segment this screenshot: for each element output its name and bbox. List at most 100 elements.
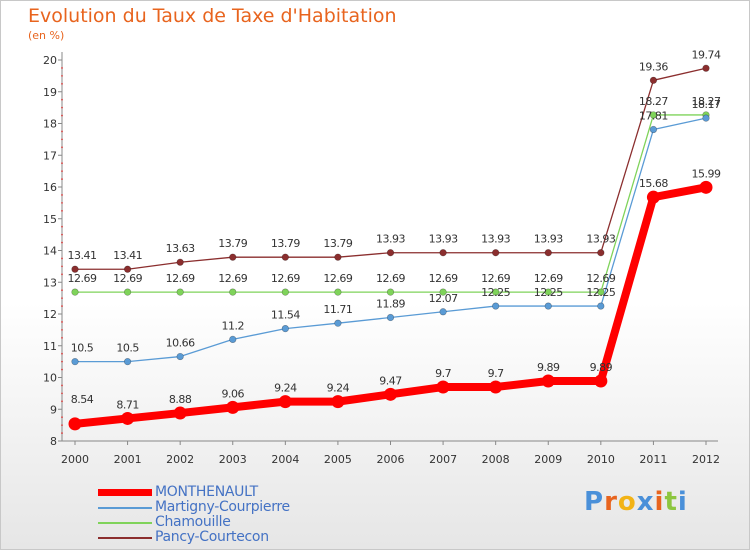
y-minor-dot xyxy=(61,225,63,228)
y-tick-label: 17 xyxy=(43,149,57,162)
y-minor-dot xyxy=(61,257,63,260)
data-label: 10.66 xyxy=(166,337,195,350)
y-minor-dot xyxy=(61,305,63,307)
data-point xyxy=(597,249,605,257)
y-tick-label: 11 xyxy=(43,340,57,353)
y-minor-dot xyxy=(61,98,63,101)
chart-title: Evolution du Taux de Taxe d'Habitation xyxy=(28,5,397,27)
x-tick-label: 2007 xyxy=(429,453,457,466)
data-point xyxy=(492,302,500,310)
y-minor-dot xyxy=(61,336,63,339)
data-label: 10.5 xyxy=(71,342,94,355)
data-point xyxy=(229,253,237,261)
y-minor-dot xyxy=(61,265,63,268)
legend-label-pancy-courtecon: Pancy-Courtecon xyxy=(155,529,269,545)
data-label: 15.99 xyxy=(692,167,721,180)
data-label: 12.69 xyxy=(218,272,247,285)
logo-letter: r xyxy=(604,487,618,517)
y-minor-dot xyxy=(61,162,63,165)
data-point xyxy=(176,352,184,361)
y-minor-dot xyxy=(61,352,63,355)
y-minor-dot xyxy=(61,209,63,212)
proxiti-logo: Proxiti xyxy=(584,487,688,517)
data-label: 9.24 xyxy=(274,382,297,395)
y-minor-dot xyxy=(61,194,63,196)
data-point xyxy=(489,380,503,394)
data-label: 12.69 xyxy=(113,272,142,285)
x-tick-label: 2010 xyxy=(587,453,615,466)
data-point xyxy=(492,288,500,296)
y-minor-dot xyxy=(61,273,63,276)
data-label: 9.89 xyxy=(537,361,560,374)
data-label: 13.93 xyxy=(429,233,458,246)
data-point xyxy=(594,374,608,388)
data-label: 13.63 xyxy=(166,242,195,255)
data-label: 12.69 xyxy=(534,272,563,285)
data-point xyxy=(226,400,240,414)
y-tick-label: 8 xyxy=(50,435,57,448)
data-point xyxy=(229,335,237,344)
y-minor-dot xyxy=(61,201,63,204)
logo-letter: t xyxy=(664,487,678,517)
y-minor-dot xyxy=(61,392,63,395)
data-label: 12.69 xyxy=(429,272,458,285)
data-label: 12.25 xyxy=(586,286,615,299)
data-label: 12.69 xyxy=(481,272,510,285)
data-label: 12.69 xyxy=(376,272,405,285)
data-point xyxy=(331,395,345,409)
data-label: 12.07 xyxy=(429,292,458,305)
y-minor-dot xyxy=(61,170,63,173)
data-label: 18.27 xyxy=(692,95,721,108)
y-tick-label: 15 xyxy=(43,213,57,226)
y-minor-dot xyxy=(61,360,63,363)
data-label: 12.25 xyxy=(534,286,563,299)
data-point xyxy=(68,417,82,431)
y-minor-dot xyxy=(61,289,63,292)
data-label: 11.54 xyxy=(271,309,300,322)
data-label: 18.17 xyxy=(692,98,721,111)
data-label: 9.7 xyxy=(488,367,504,380)
y-minor-dot xyxy=(61,233,63,236)
data-label: 9.47 xyxy=(379,374,402,387)
legend-swatch-chamouille xyxy=(98,522,152,524)
legend-label-martigny-courpierre: Martigny-Courpierre xyxy=(155,499,290,515)
y-minor-dot xyxy=(61,416,63,419)
data-point xyxy=(281,288,289,296)
y-minor-dot xyxy=(61,106,63,109)
y-minor-dot xyxy=(61,82,63,85)
data-label: 13.93 xyxy=(534,233,563,246)
data-point xyxy=(334,319,342,327)
y-minor-dot xyxy=(61,328,63,331)
data-point xyxy=(334,288,342,296)
data-point xyxy=(649,76,658,84)
logo-letter: i xyxy=(654,487,665,517)
data-point xyxy=(71,358,79,366)
chart-subtitle: (en %) xyxy=(28,29,65,42)
data-label: 9.7 xyxy=(435,367,451,380)
data-point xyxy=(123,358,132,366)
y-minor-dot xyxy=(61,74,63,77)
x-tick-label: 2006 xyxy=(377,453,405,466)
data-label: 10.5 xyxy=(116,342,139,355)
y-minor-dot xyxy=(61,297,63,300)
data-point xyxy=(541,374,555,388)
data-point xyxy=(176,288,184,296)
data-point xyxy=(121,411,135,425)
x-tick-label: 2008 xyxy=(482,453,510,466)
x-tick-label: 2011 xyxy=(639,453,667,466)
y-minor-dot xyxy=(61,114,63,117)
data-point xyxy=(646,190,660,204)
data-label: 12.69 xyxy=(68,272,97,285)
y-minor-dot xyxy=(61,384,63,387)
data-label: 12.25 xyxy=(481,286,510,299)
data-label: 13.41 xyxy=(113,249,142,262)
data-label: 19.74 xyxy=(692,48,721,61)
data-point xyxy=(544,302,552,310)
data-point xyxy=(699,180,713,194)
data-label: 13.41 xyxy=(68,249,97,262)
x-tick-label: 2009 xyxy=(534,453,562,466)
x-tick-label: 2000 xyxy=(61,453,89,466)
data-point xyxy=(439,288,447,296)
data-label: 12.69 xyxy=(323,272,352,285)
